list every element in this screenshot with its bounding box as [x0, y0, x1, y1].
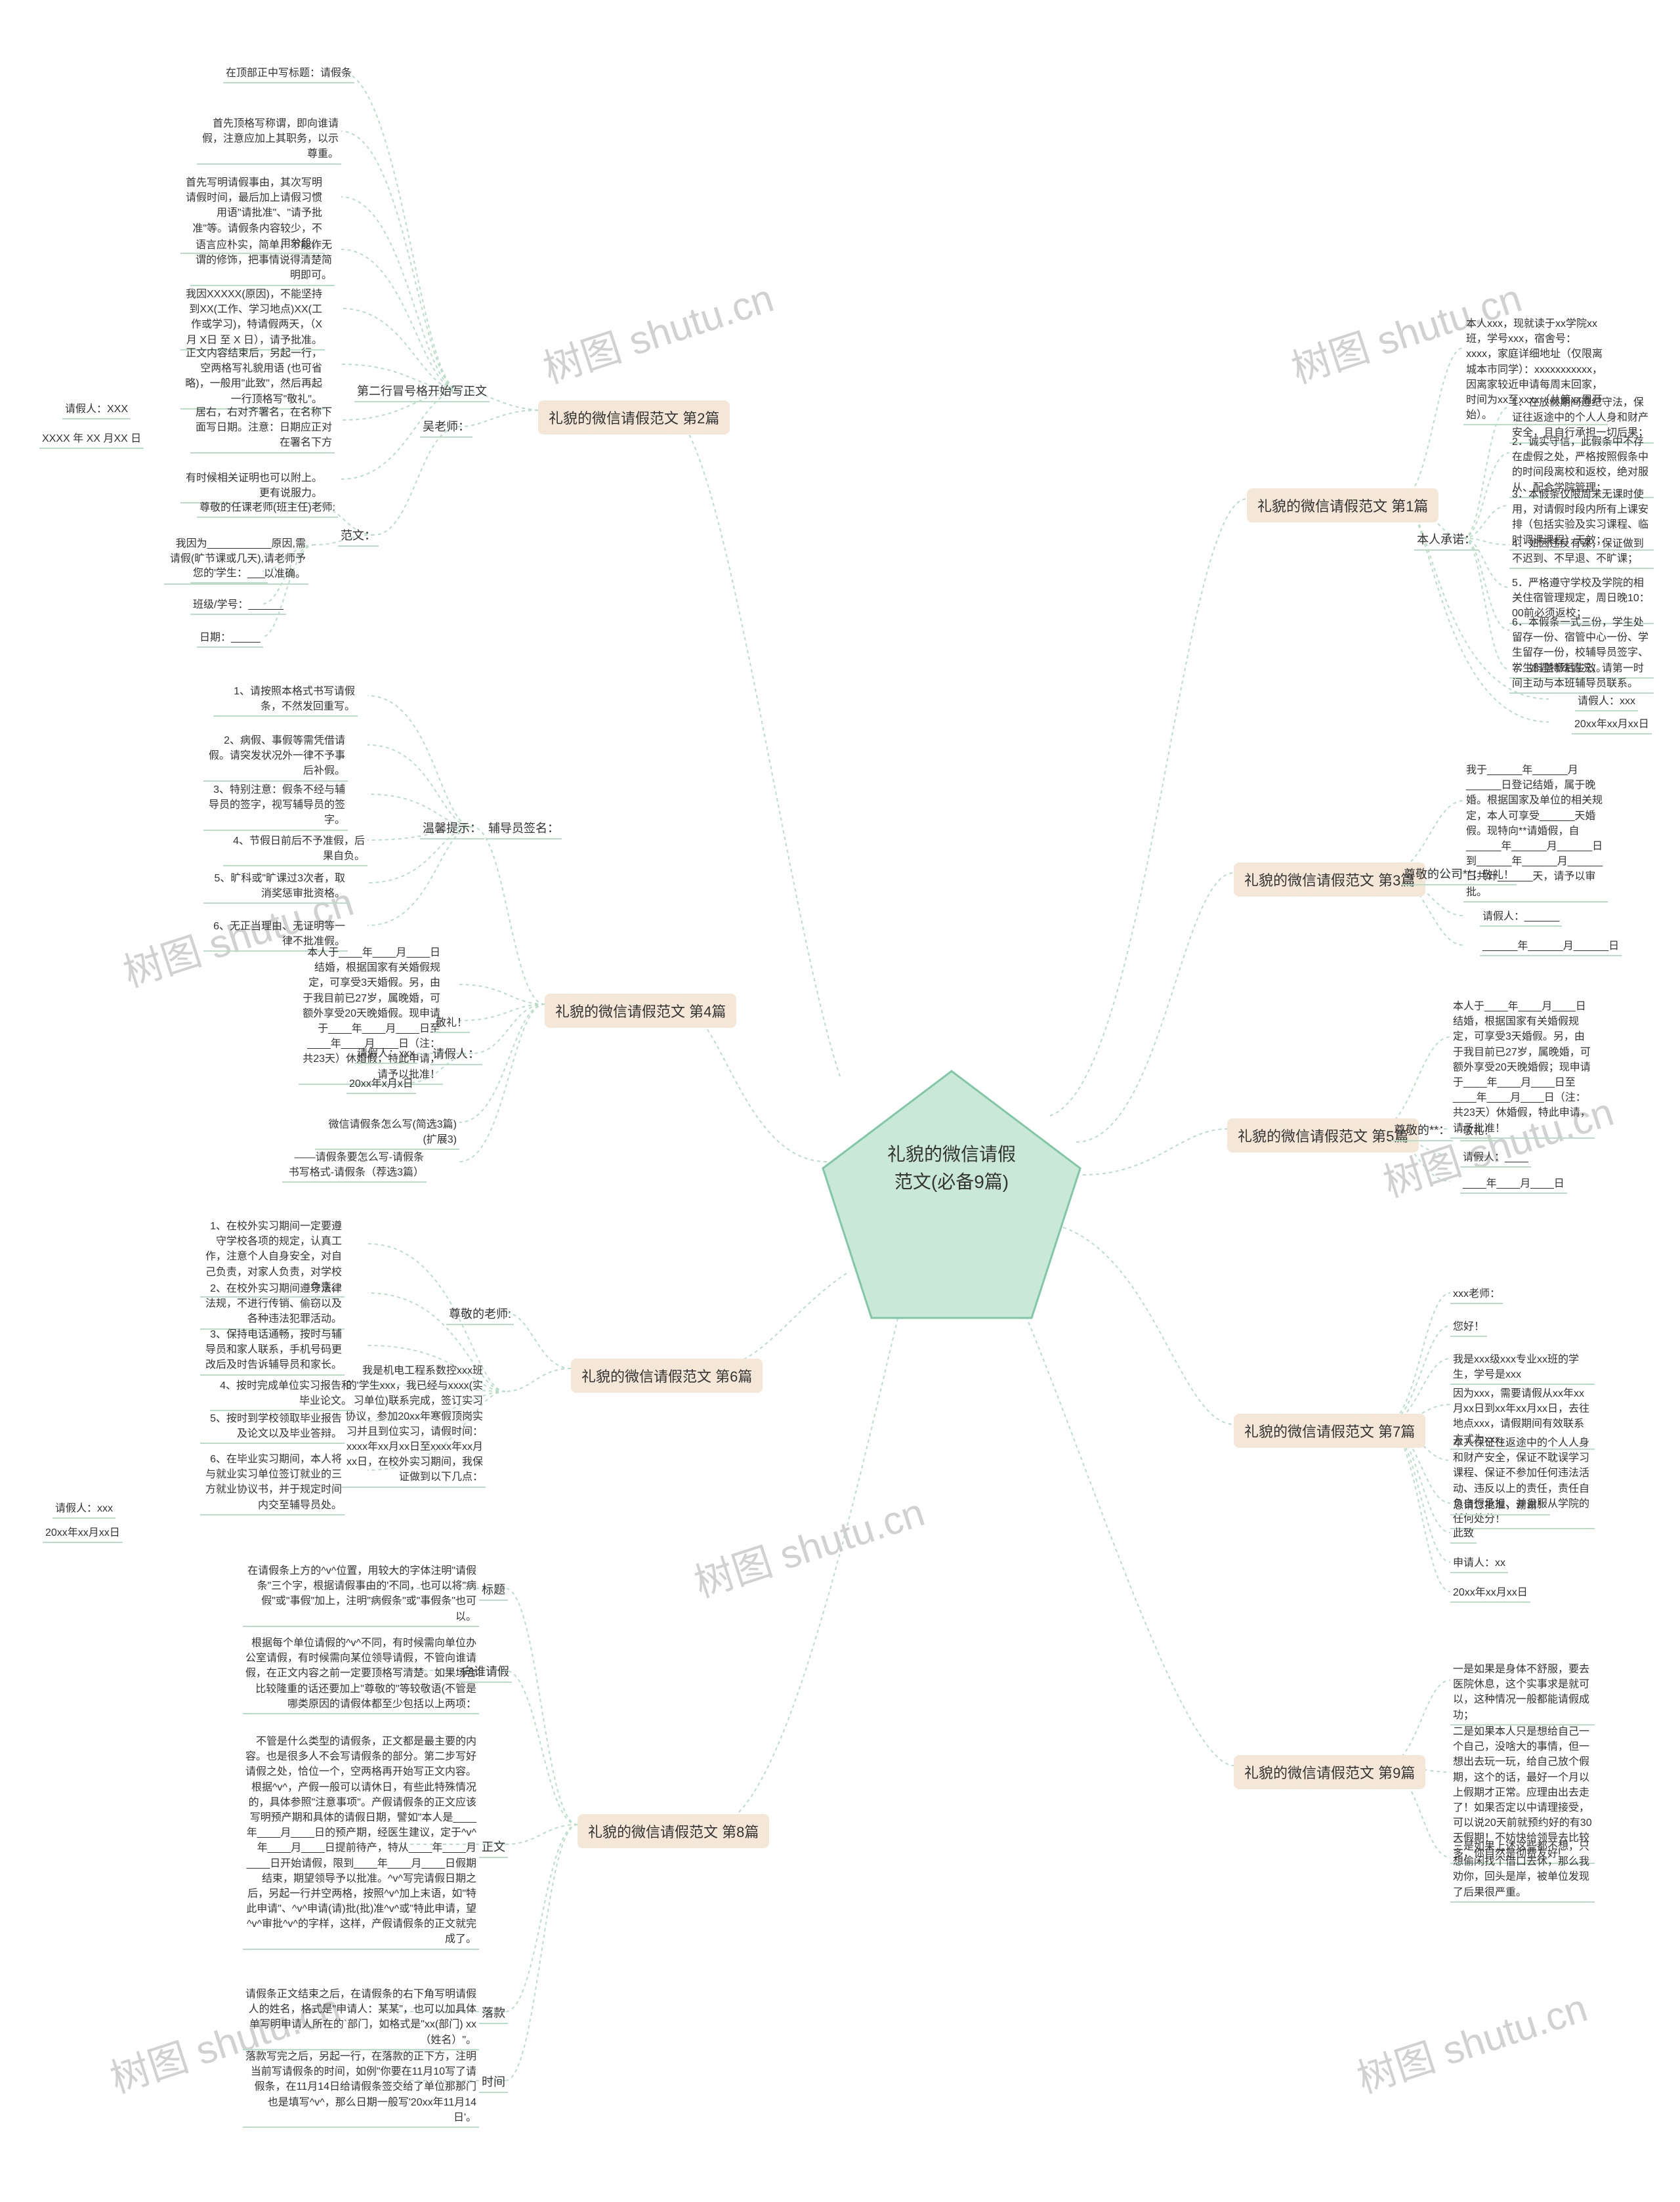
leaf: 在请假条上方的^v^位置，用较大的字体注明"请假条"三个字，根据请假事由的'不同… — [243, 1562, 479, 1627]
leaf: 4．如因违反有课，保证做到不迟到、不早退、不旷课； — [1509, 535, 1654, 569]
leaf: 3、保持电话通畅，按时与辅导员和家人联系，手机号码更改后及时告诉辅导员和家长。 — [200, 1326, 345, 1376]
leaf: 请假人：xxx — [354, 1045, 417, 1064]
leaf: 敬礼！ — [1460, 1122, 1497, 1141]
branch-3[interactable]: 礼貌的微信请假范文 第3篇 — [1234, 862, 1425, 897]
branch-4[interactable]: 礼貌的微信请假范文 第4篇 — [545, 994, 736, 1028]
sub-label: 辅导员签名： — [486, 819, 562, 839]
branch-9[interactable]: 礼貌的微信请假范文 第9篇 — [1234, 1755, 1425, 1789]
leaf: 落款写完之后，另起一行，在落款的正下方，注明当前写请假条的时间，如例"你要在11… — [243, 2048, 479, 2128]
branch-5[interactable]: 礼貌的微信请假范文 第5篇 — [1227, 1118, 1419, 1153]
sub-label: 第二行冒号格开始写正文 — [354, 382, 490, 402]
watermark: 树图 shutu.cn — [686, 1481, 931, 1609]
watermark: 树图 shutu.cn — [535, 266, 780, 394]
sub-label: 时间 — [479, 2073, 508, 2093]
sub-label: 尊敬的老师: — [446, 1305, 514, 1325]
sub-label: 吴老师： — [420, 417, 472, 438]
branch-7[interactable]: 礼貌的微信请假范文 第7篇 — [1234, 1414, 1425, 1448]
leaf: 本人于____年____月____日结婚，根据国家有关婚假规定，可享受3天婚假。… — [1450, 998, 1595, 1139]
leaf: 2、病假、事假等需凭借请假。请突发状况外一律不予事后补假。 — [203, 732, 348, 782]
leaf: 20xx年xx月xx日 — [43, 1524, 123, 1543]
sub-label: 温馨提示： — [420, 819, 484, 839]
sub-label: 范文： — [338, 526, 379, 547]
leaf: 三是如果上述这些都不想，只想偷闲找个借口去休，那么我劝你，回头是岸，被单位发现了… — [1450, 1838, 1595, 1903]
sub-label: 尊敬的**： — [1391, 1121, 1453, 1141]
leaf: 20xx年x月x日 — [346, 1075, 416, 1094]
sub-label: 标题 — [479, 1580, 508, 1601]
branch-2[interactable]: 礼貌的微信请假范文 第2篇 — [538, 400, 730, 434]
leaf: 在顶部正中写标题：请假条 — [223, 64, 354, 83]
leaf: 根据每个单位请假的^v^不同，有时候需向单位办公室请假，有时候需向某位领导请假，… — [243, 1634, 479, 1714]
leaf: 恳请您批准，谢谢！ — [1450, 1496, 1550, 1515]
leaf: ____年____月____日 — [1460, 1175, 1567, 1194]
leaf: 正文内容结束后，另起一行，空两格写礼貌用语 (也可省略)，一般用"此致"，然后再… — [180, 345, 325, 410]
leaf: 敬礼！ — [1480, 866, 1517, 885]
leaf: ——请假条要怎么写-请假条书写格式-请假条（荐选3篇） — [282, 1149, 427, 1183]
leaf: 我是xxx级xxx专业xx班的学生，学号是xxx — [1450, 1351, 1595, 1385]
leaf: 我是机电工程系数控xxx班的'学生xxx，我已经与xxxx(实习单位)联系完成，… — [341, 1362, 486, 1488]
leaf: 首先顶格写称谓，即向谁请假，注意应加上其职务，以示尊重。 — [197, 115, 341, 165]
leaf: 此致 — [1450, 1525, 1477, 1544]
center-title: 礼貌的微信请假范文(必备9篇) — [883, 1141, 1020, 1196]
leaf: 不管是什么类型的请假条，正文都是最主要的内容。也是很多人不会写请假条的部分。第二… — [243, 1733, 479, 1950]
leaf: 5、旷科或"旷课过3次者，取消奖惩审批资格。 — [203, 870, 348, 904]
leaf: ______年______月______日 — [1480, 937, 1622, 956]
leaf: xxx老师： — [1450, 1285, 1503, 1304]
leaf: 5、按时到学校领取毕业报告及论文以及毕业答辩。 — [200, 1410, 345, 1444]
leaf: 日期：_____ — [197, 629, 263, 648]
center-node: 礼貌的微信请假范文(必备9篇) — [814, 1063, 1089, 1326]
leaf: 请假人：____ — [1460, 1149, 1531, 1168]
leaf: 3、特别注意：假条不经与辅导员的签字，视写辅导员的签字。 — [203, 781, 348, 831]
leaf: 2、在校外实习期间遵守法律法规，不进行传销、偷窃以及各种违法犯罪活动。 — [200, 1280, 345, 1330]
branch-1[interactable]: 礼貌的微信请假范文 第1篇 — [1247, 488, 1438, 522]
sub-label: 请假人： — [430, 1045, 482, 1065]
leaf: 您的'学生：___ — [190, 564, 268, 583]
leaf: 居右，右对齐署名，在名称下面写日期。注意：日期应正对在署名下方 — [190, 404, 335, 454]
leaf: 请假人：______ — [1480, 908, 1562, 927]
leaf: 1、请按照本格式书写请假条，不然发回重写。 — [213, 683, 358, 717]
leaf: 班级/学号：______ — [190, 596, 286, 615]
leaf: 请假条正文结束之后，在请假条的右下角写明请假人的姓名，格式是"申请人：某某"，也… — [243, 1985, 479, 2050]
leaf: 请假人：XXX — [62, 400, 131, 419]
leaf: 您好！ — [1450, 1318, 1487, 1337]
leaf: 微信请假条怎么写(简选3篇)(扩展3) — [315, 1116, 459, 1150]
leaf: 语言应朴实，简单，不能作无谓的修饰，把事情说得清楚简明即可。 — [190, 236, 335, 286]
leaf: 我因XXXXX(原因)，不能坚持到XX(工作、学习地点)XX(工作或学习)，特请… — [180, 286, 325, 350]
leaf: 请假人：xxx — [1575, 692, 1638, 711]
leaf: 一是如果是身体不舒服，要去医院休息，这个实事求是就可以，这种情况一般都能请假成功… — [1450, 1661, 1595, 1726]
sub-label: 落款 — [479, 2004, 508, 2024]
sub-label: 本人承诺： — [1414, 530, 1479, 551]
leaf: 20xx年xx月xx日 — [1572, 715, 1652, 734]
branch-6[interactable]: 礼貌的微信请假范文 第6篇 — [571, 1359, 763, 1393]
leaf: 敬礼！ — [433, 1014, 470, 1033]
leaf: 20xx年xx月xx日 — [1450, 1584, 1530, 1603]
branch-8[interactable]: 礼貌的微信请假范文 第8篇 — [578, 1814, 769, 1848]
sub-label: 正文 — [479, 1838, 508, 1858]
leaf: 请假人：xxx — [52, 1500, 116, 1519]
leaf: 4、按时完成单位实习报告和毕业论文。 — [210, 1377, 354, 1411]
leaf: 申请人：xx — [1450, 1554, 1508, 1573]
leaf: 尊敬的任课老师(班主任)老师: — [197, 499, 338, 518]
leaf: 7．如遇特殊情况，请第一时间主动与本班辅导员联系。 — [1509, 660, 1654, 694]
leaf: 6、在毕业实习期间，本人将与就业实习单位签订就业的三方就业协议书，并于规定时间内… — [200, 1450, 345, 1515]
leaf: 4、节假日前后不予准假，后果自负。 — [223, 832, 368, 866]
watermark: 树图 shutu.cn — [1349, 1976, 1593, 2104]
leaf: XXXX 年 XX 月XX 日 — [39, 430, 144, 449]
